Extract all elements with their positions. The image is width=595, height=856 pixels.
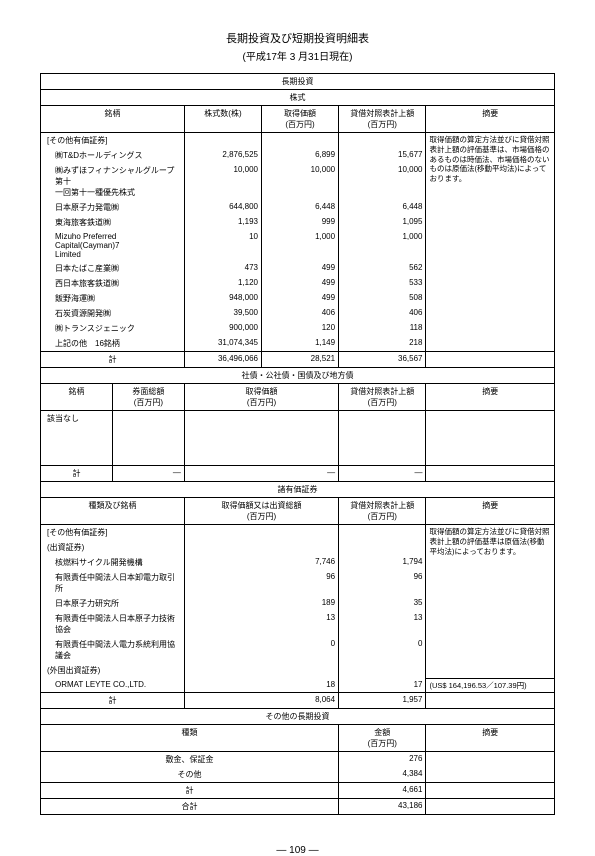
section-bonds: 社債・公社債・国債及び地方債 [41,368,555,384]
section-other-sec: 諸有価証券 [41,482,555,498]
hdr-cost: 取得価額 (百万円) [262,106,339,133]
hdr-remarks: 摘要 [426,106,555,133]
stocks-total-cost: 28,521 [262,352,339,368]
hdr-type: 種類 [41,725,339,752]
hdr-bs: 貸借対照表計上額 (百万円) [339,384,426,411]
stocks-total-shares: 36,496,066 [184,352,261,368]
hdr-cost-contrib: 取得価額又は出資総額 (百万円) [184,498,338,525]
other-remarks: 取得価額の算定方法並びに貸借対照表計上額の評価基準は原価法(移動平均法)によって… [426,525,555,679]
main-table: 長期投資 株式 銘柄 株式数(株) 取得価額 (百万円) 貸借対照表計上額 (百… [40,73,555,815]
other-sub1: (出資証券) [41,540,185,555]
hdr-bs: 貸借対照表計上額 (百万円) [339,106,426,133]
bonds-none: 該当なし [41,411,113,466]
bonds-total-label: 計 [41,466,113,482]
section-other-long: その他の長期投資 [41,709,555,725]
other-total-bs: 1,957 [339,693,426,709]
hdr-face: 券面総額 (百万円) [112,384,184,411]
other-group1: [その他有価証券] [41,525,185,541]
page-subtitle: (平成17年 3 月31日現在) [40,48,555,63]
stocks-group: [その他有価証券] [41,133,185,149]
stocks-remarks: 取得価額の算定方法並びに貸借対照表計上額の評価基準は、市場価格のあるものは時価法… [426,133,555,352]
hdr-bs: 貸借対照表計上額 (百万円) [339,498,426,525]
section-longterm: 長期投資 [41,74,555,90]
grand-total-label: 合計 [41,799,339,815]
grand-total: 43,186 [339,799,426,815]
hdr-shares: 株式数(株) [184,106,261,133]
hdr-remarks: 摘要 [426,725,555,752]
hdr-cost: 取得価額 (百万円) [184,384,338,411]
hdr-remarks: 摘要 [426,384,555,411]
table-row: 敷金、保証金276 [41,752,555,768]
other-long-subtotal: 4,661 [339,783,426,799]
hdr-name: 銘柄 [41,384,113,411]
page-number: — 109 — [40,845,555,856]
table-row: ORMAT LEYTE CO.,LTD.1817(US$ 164,196.53／… [41,678,555,693]
hdr-remarks: 摘要 [426,498,555,525]
other-total-cost: 8,064 [184,693,338,709]
other-sub2: (外国出資証券) [41,663,185,678]
stocks-total-label: 計 [41,352,185,368]
hdr-amount: 金額 (百万円) [339,725,426,752]
page-title: 長期投資及び短期投資明細表 [40,30,555,46]
other-long-subtotal-label: 計 [41,783,339,799]
hdr-name: 銘柄 [41,106,185,133]
stocks-total-bs: 36,567 [339,352,426,368]
section-stocks: 株式 [41,90,555,106]
other-total-label: 計 [41,693,185,709]
hdr-type-name: 種類及び銘柄 [41,498,185,525]
